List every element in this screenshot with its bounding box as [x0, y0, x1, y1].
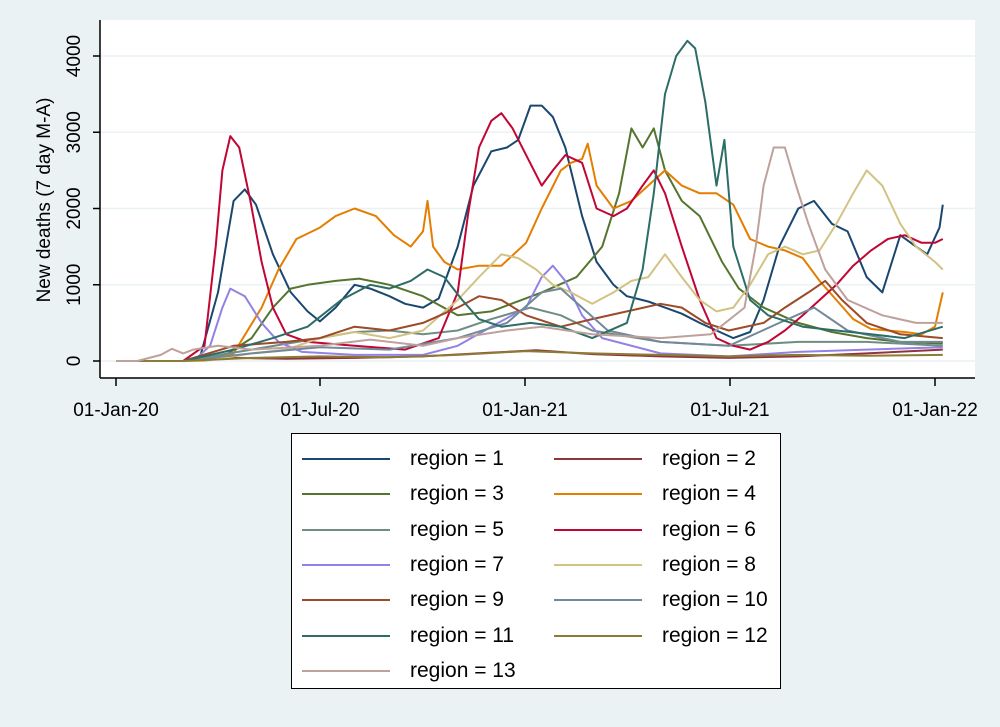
legend-swatch	[302, 458, 390, 460]
legend-item-region-13: region = 13	[302, 656, 516, 686]
axes: 0 1000 2000 3000 4000 01-Jan-20 01-Jul-20 01-Ja…	[64, 20, 978, 421]
legend-item-region-11: region = 11	[302, 621, 514, 651]
legend-item-region-1: region = 1	[302, 444, 504, 474]
y-tick-label: 3000	[64, 111, 85, 153]
legend-swatch	[554, 563, 642, 566]
legend-item-region-12: region = 12	[554, 621, 768, 651]
legend-label: region = 10	[662, 588, 768, 612]
legend-item-region-6: region = 6	[554, 515, 756, 545]
y-tick-label: 2000	[64, 187, 85, 229]
legend-label: region = 9	[410, 588, 504, 612]
legend-swatch	[302, 528, 390, 531]
series-line-region-3	[116, 127, 943, 362]
x-tick-label: 01-Jul-20	[280, 400, 359, 421]
series-line-region-5	[116, 306, 943, 362]
legend-swatch	[554, 599, 642, 602]
x-tick-label: 01-Jul-21	[690, 400, 769, 421]
legend-item-region-3: region = 3	[302, 479, 504, 509]
series-line-region-6	[116, 112, 944, 362]
y-tick-label: 0	[64, 356, 85, 367]
y-tick-label: 4000	[64, 35, 85, 77]
legend-item-region-7: region = 7	[302, 550, 504, 580]
legend-swatch	[302, 669, 390, 672]
y-axis-label: New deaths (7 day M-A)	[34, 98, 55, 303]
series-line-region-4	[116, 142, 944, 362]
legend-label: region = 4	[662, 482, 756, 506]
legend-swatch	[302, 634, 390, 637]
x-tick-label: 01-Jan-22	[892, 400, 978, 421]
series-line-region-12	[116, 350, 943, 362]
series-line-region-10	[116, 287, 943, 362]
series-line-region-11	[116, 39, 944, 362]
legend-label: region = 12	[662, 623, 768, 647]
legend-label: region = 7	[410, 552, 504, 576]
legend-label: region = 13	[410, 658, 516, 682]
legend-item-region-4: region = 4	[554, 479, 756, 509]
legend-label: region = 6	[662, 517, 756, 541]
y-tick-label: 1000	[64, 264, 85, 306]
series-line-region-1	[116, 104, 944, 362]
legend-item-region-8: region = 8	[554, 550, 756, 580]
legend-swatch	[302, 493, 390, 496]
legend-swatch	[554, 528, 642, 531]
x-tick-label: 01-Jan-21	[482, 400, 568, 421]
legend-label: region = 3	[410, 482, 504, 506]
legend-label: region = 8	[662, 552, 756, 576]
legend: region = 1 region = 2 region = 3 region = 4…	[291, 433, 781, 689]
x-tick-label: 01-Jan-20	[73, 400, 159, 421]
legend-item-region-10: region = 10	[554, 585, 768, 615]
legend-item-region-5: region = 5	[302, 515, 504, 545]
legend-label: region = 2	[662, 447, 756, 470]
series-line-region-8	[116, 169, 944, 362]
legend-label: region = 1	[410, 447, 504, 470]
legend-label: region = 5	[410, 517, 504, 541]
series-line-region-9	[116, 279, 943, 362]
legend-swatch	[554, 634, 642, 637]
series-line-region-13	[116, 146, 943, 362]
legend-swatch	[554, 493, 642, 496]
legend-item-region-9: region = 9	[302, 585, 504, 615]
legend-swatch	[302, 563, 390, 566]
legend-swatch	[554, 458, 642, 460]
legend-label: region = 11	[410, 623, 515, 647]
series-layer	[116, 39, 944, 362]
legend-swatch	[302, 599, 390, 602]
legend-item-region-2: region = 2	[554, 444, 756, 474]
